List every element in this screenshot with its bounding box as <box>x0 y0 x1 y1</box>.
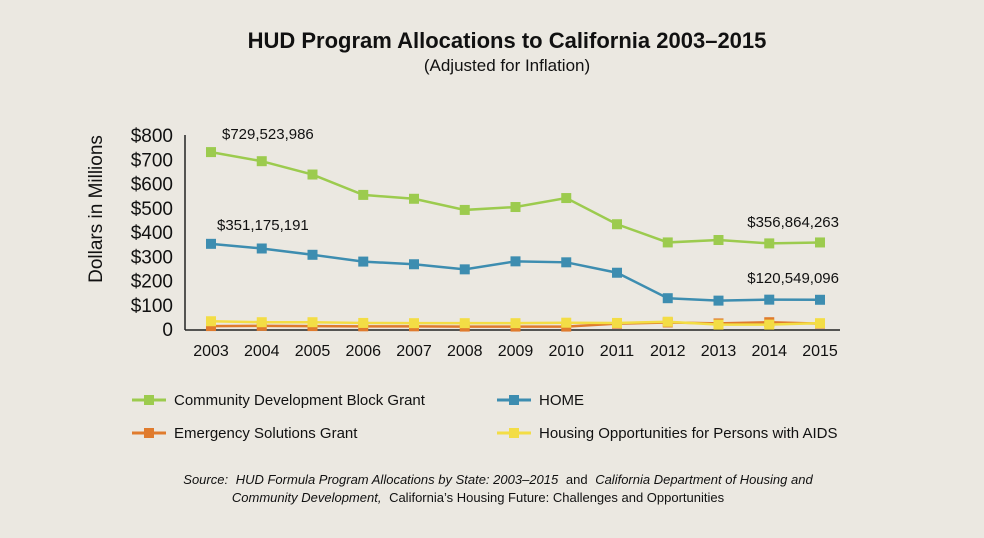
data-point <box>764 238 775 249</box>
source-part4: California’s Housing Future: Challenges … <box>389 490 725 505</box>
source-line-1: Source: HUD Formula Program Allocations … <box>183 472 813 487</box>
x-tick-label: 2014 <box>751 343 787 360</box>
data-point <box>206 147 216 158</box>
y-ticks: 0 $100 $200 $300 $400 $500 $600 $700 $800 <box>131 126 173 341</box>
data-point <box>510 256 521 267</box>
data-point <box>206 316 216 327</box>
y-tick-label: $500 <box>131 199 173 220</box>
data-point <box>713 319 724 330</box>
data-point <box>815 318 825 329</box>
y-tick-label: 0 <box>162 320 173 341</box>
data-point <box>662 237 673 248</box>
data-point <box>713 295 724 306</box>
x-tick-label: 2013 <box>701 343 737 360</box>
data-point <box>815 237 825 248</box>
x-tick-label: 2015 <box>802 343 838 360</box>
data-point <box>409 318 419 329</box>
x-tick-label: 2009 <box>498 343 534 360</box>
series-group <box>206 147 825 332</box>
x-tick-label: 2007 <box>396 343 432 360</box>
x-tick-label: 2010 <box>548 343 584 360</box>
data-point <box>409 193 419 204</box>
legend-label: HOME <box>539 392 584 409</box>
data-point <box>459 318 470 329</box>
data-point <box>510 318 521 329</box>
y-tick-label: $700 <box>131 150 173 171</box>
legend-label: Housing Opportunities for Persons with A… <box>539 425 837 442</box>
source-part2: California Department of Housing and <box>595 472 813 487</box>
data-annotation: $351,175,191 <box>217 217 309 234</box>
x-ticks: 2003 2004 2005 2006 2007 2008 2009 2010 2011 2012… <box>193 343 838 360</box>
x-tick-label: 2011 <box>600 343 635 360</box>
data-point <box>510 202 521 213</box>
data-point <box>612 317 622 328</box>
data-annotation: $356,864,263 <box>747 214 839 231</box>
data-point <box>358 256 369 267</box>
y-tick-label: $600 <box>131 175 173 196</box>
source-and: and <box>566 472 588 487</box>
legend-swatch-marker <box>144 428 154 438</box>
data-point <box>713 235 724 246</box>
data-point <box>307 169 318 180</box>
data-annotation: $120,549,096 <box>747 270 839 287</box>
data-point <box>307 249 318 260</box>
data-point <box>256 156 267 167</box>
data-point <box>459 264 470 275</box>
y-tick-label: $200 <box>131 272 173 293</box>
x-tick-label: 2012 <box>650 343 686 360</box>
source-part3: Community Development, <box>232 490 382 505</box>
x-tick-label: 2008 <box>447 343 483 360</box>
x-tick-label: 2005 <box>295 343 331 360</box>
data-point <box>358 189 369 200</box>
data-point <box>612 267 622 278</box>
y-axis-label: Dollars in Millions <box>86 135 107 283</box>
x-tick-label: 2006 <box>345 343 381 360</box>
data-point <box>764 319 775 330</box>
source-part1: HUD Formula Program Allocations by State… <box>236 472 559 487</box>
data-point <box>561 257 572 268</box>
data-point <box>612 219 622 230</box>
source-label: Source: <box>183 472 228 487</box>
data-point <box>459 204 470 215</box>
x-tick-label: 2004 <box>244 343 280 360</box>
chart-title: HUD Program Allocations to California 20… <box>248 28 767 53</box>
y-tick-label: $800 <box>131 126 173 147</box>
legend-swatch-marker <box>509 428 519 438</box>
source-line-2: Community Development, California’s Hous… <box>232 490 725 505</box>
y-tick-label: $400 <box>131 223 173 244</box>
legend-label: Emergency Solutions Grant <box>174 425 358 442</box>
data-point <box>561 193 572 204</box>
data-point <box>358 317 369 328</box>
data-point <box>409 259 419 270</box>
legend-swatch-marker <box>509 395 519 405</box>
data-point <box>561 317 572 328</box>
chart-subtitle: (Adjusted for Inflation) <box>424 56 590 75</box>
data-point <box>256 243 267 254</box>
data-point <box>662 293 673 304</box>
legend-label: Community Development Block Grant <box>174 392 426 409</box>
legend-swatch-marker <box>144 395 154 405</box>
legend: Community Development Block Grant HOME Eme… <box>132 392 837 442</box>
series-line <box>210 242 821 302</box>
data-point <box>256 317 267 328</box>
y-tick-label: $300 <box>131 247 173 268</box>
data-annotation: $729,523,986 <box>222 126 314 143</box>
annotations: $729,523,986 $351,175,191 $356,864,263 $120… <box>217 126 839 287</box>
data-point <box>206 238 216 249</box>
data-point <box>662 316 673 327</box>
data-point <box>764 294 775 305</box>
data-point <box>815 294 825 305</box>
x-tick-label: 2003 <box>193 343 229 360</box>
data-point <box>307 317 318 328</box>
y-tick-label: $100 <box>131 296 173 317</box>
